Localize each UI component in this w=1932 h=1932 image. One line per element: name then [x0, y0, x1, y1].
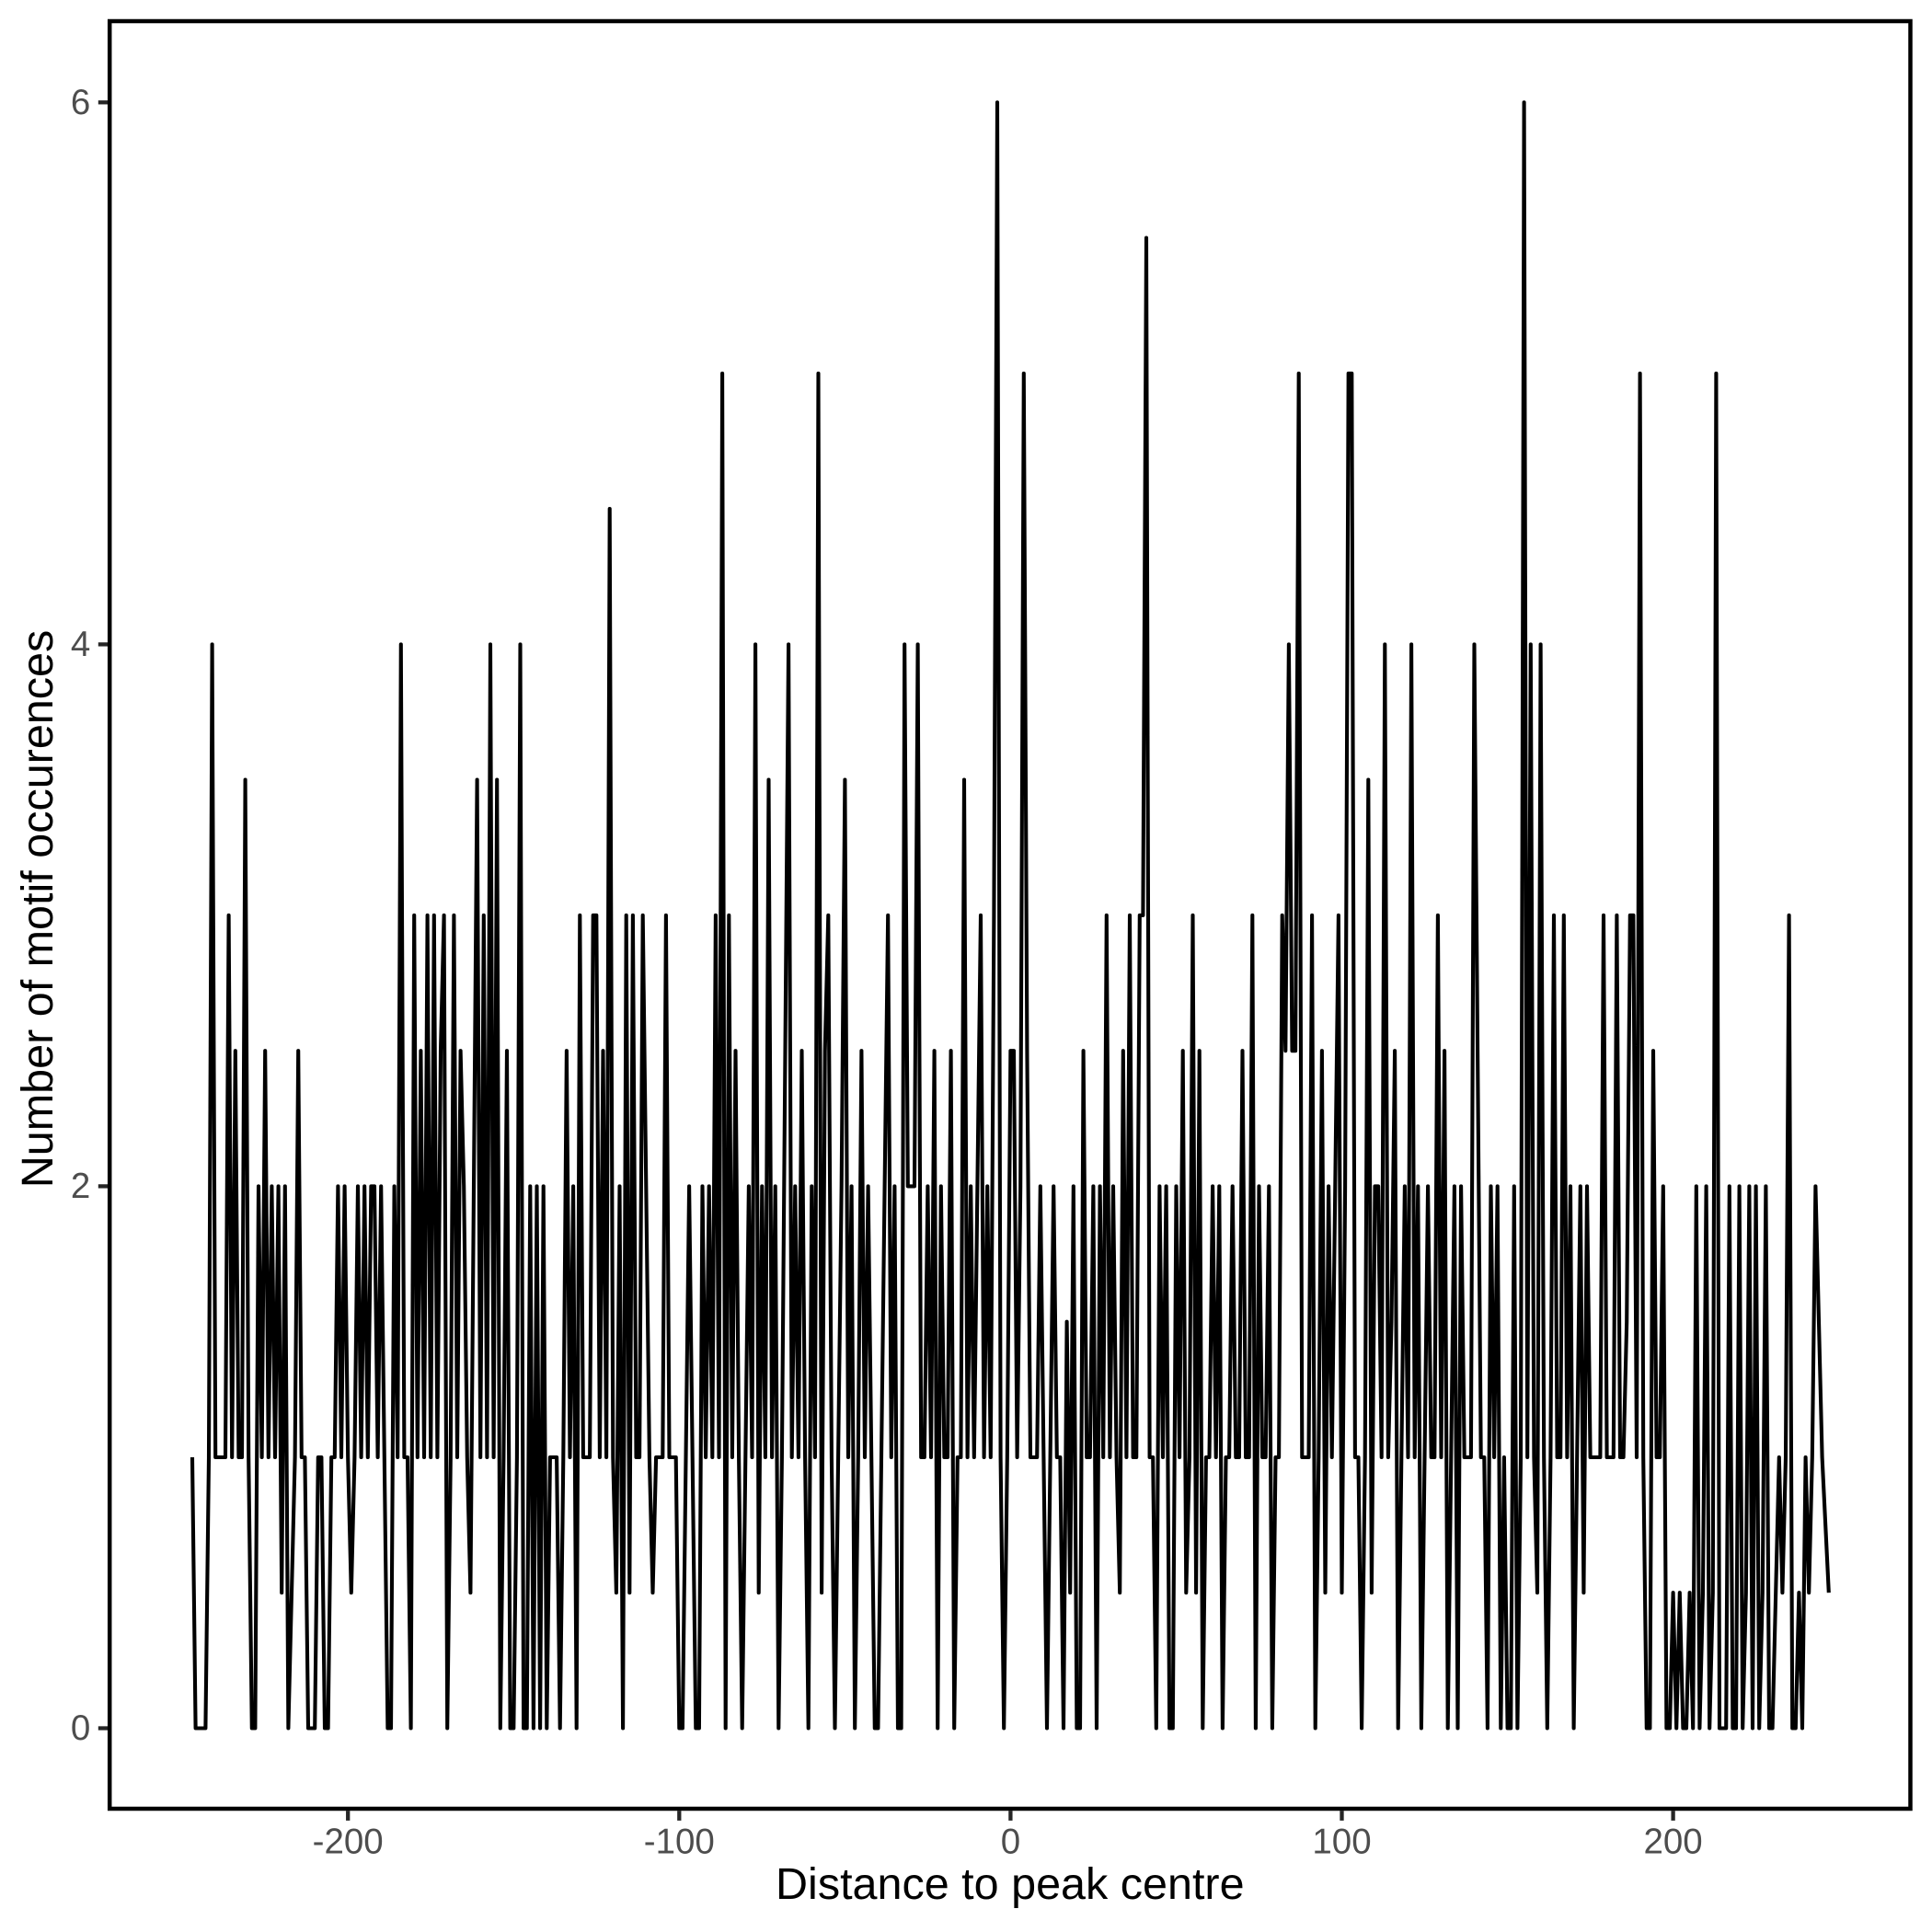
- svg-text:200: 200: [1643, 1823, 1702, 1862]
- svg-text:-200: -200: [313, 1823, 384, 1862]
- svg-text:6: 6: [71, 83, 90, 122]
- svg-text:0: 0: [1001, 1823, 1020, 1862]
- svg-text:4: 4: [71, 625, 90, 664]
- svg-text:-100: -100: [644, 1823, 715, 1862]
- svg-text:0: 0: [71, 1708, 90, 1748]
- svg-text:Distance to peak centre: Distance to peak centre: [776, 1859, 1245, 1909]
- svg-text:Number of motif occurences: Number of motif occurences: [13, 630, 63, 1189]
- svg-text:100: 100: [1312, 1823, 1371, 1862]
- svg-text:2: 2: [71, 1167, 90, 1206]
